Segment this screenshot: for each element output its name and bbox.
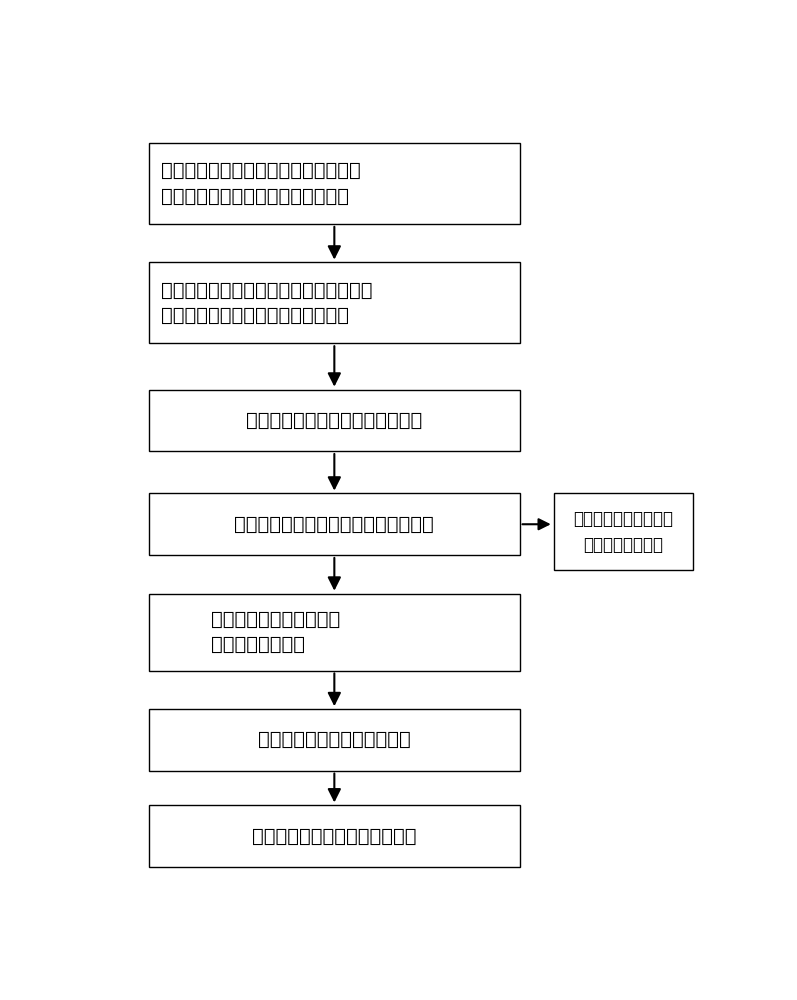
Text: 境温度对当前运行的变压器进行分类: 境温度对当前运行的变压器进行分类 [161,306,349,325]
FancyBboxPatch shape [149,594,520,671]
Text: 将计算结果及相关数据存储入数据库中: 将计算结果及相关数据存储入数据库中 [234,515,434,534]
Text: 找出变压器温升偏差较大的原因: 找出变压器温升偏差较大的原因 [252,827,417,846]
Text: 找出与温升偏差较大的变压器: 找出与温升偏差较大的变压器 [258,730,410,749]
FancyBboxPatch shape [149,709,520,771]
Text: 采集运行变压器参数，包括上层油温、: 采集运行变压器参数，包括上层油温、 [161,161,361,180]
Text: 按照变压器型号、容量、结构、负荷、环: 按照变压器型号、容量、结构、负荷、环 [161,281,373,300]
Text: 趋势进行处理分析: 趋势进行处理分析 [583,536,663,554]
Text: 计算变压器上层油温升和绕组温升: 计算变压器上层油温升和绕组温升 [246,411,422,430]
FancyBboxPatch shape [149,262,520,343]
Text: 利用高斯分布的概率密度: 利用高斯分布的概率密度 [210,610,340,629]
FancyBboxPatch shape [149,493,520,555]
Text: 函数进行分析处理: 函数进行分析处理 [210,635,304,654]
FancyBboxPatch shape [149,805,520,867]
FancyBboxPatch shape [149,143,520,224]
Text: 对单台变压器温升变化: 对单台变压器温升变化 [573,510,673,528]
Text: 绕组温度、环境温度和运行负荷数据: 绕组温度、环境温度和运行负荷数据 [161,187,349,206]
FancyBboxPatch shape [554,493,693,570]
FancyBboxPatch shape [149,390,520,451]
